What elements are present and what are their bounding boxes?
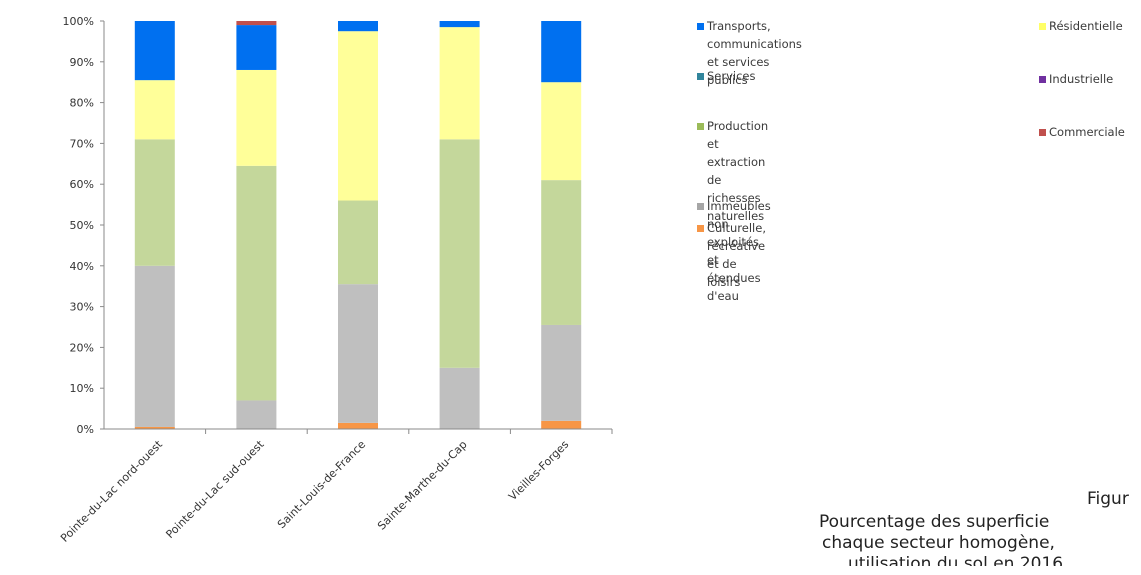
bar-segment — [134, 265, 175, 427]
legend-label-line: Production et extraction de richesses — [707, 119, 769, 205]
stacked-bar-chart: 0% 10% 20% 30% 40% 50% 60% 70% 80% 90% 100% Pointe-… — [58, 15, 613, 545]
caption-line-3: chaque secteur homogène, — [822, 533, 1055, 553]
caption-line-4: utilisation du sol en 2016 — [848, 554, 1064, 574]
legend-swatch — [697, 203, 704, 210]
legend-label-line: Culturelle, récréative et de loisirs — [707, 221, 766, 289]
bar-segment — [338, 422, 378, 429]
legend-label-line: d'eau — [707, 289, 739, 303]
x-tick-label: Pointe-du-Lac nord-ouest — [58, 437, 165, 544]
legend-label-line: Services — [707, 69, 756, 83]
bar-segment — [236, 21, 277, 26]
x-tick-label: Pointe-du-Lac sud-ouest — [163, 437, 267, 541]
legend-label: Services — [707, 67, 756, 85]
x-tick-label: Sainte-Marthe-du-Cap — [375, 438, 470, 533]
legend-label-line: naturelles — [707, 209, 765, 223]
bar-segment — [541, 82, 582, 181]
legend-item: Immeubles non exploités et étendues d'eau — [697, 197, 771, 305]
bar-segment — [439, 367, 480, 429]
legend-item: Production et extraction de richesses nat… — [697, 117, 768, 225]
y-tick-label: 30% — [70, 301, 94, 314]
legend-swatch — [1039, 76, 1046, 83]
legend-label: Production et extraction de richesses nat… — [707, 117, 768, 225]
bar-segment — [541, 420, 582, 429]
bar-segment — [134, 426, 175, 429]
caption-line-1: Figur — [1087, 489, 1129, 509]
legend-item: Transports, communications et services pu… — [697, 17, 802, 89]
bar-segment — [236, 165, 277, 401]
legend-item: Commerciale — [1039, 123, 1125, 141]
legend-label-line: publics — [707, 73, 748, 87]
legend-item: Services — [697, 67, 756, 85]
legend-swatch — [697, 23, 704, 30]
legend-label: Commerciale — [1049, 125, 1125, 139]
bar-segment — [134, 80, 175, 140]
bar-segment — [134, 139, 175, 266]
legend-label: Culturelle, récréative et de loisirs — [707, 219, 766, 291]
y-tick-label: 50% — [70, 219, 94, 232]
legend-swatch — [697, 123, 704, 130]
caption-line-2: Pourcentage des superficie — [819, 512, 1050, 532]
bar-segment — [338, 21, 378, 32]
legend-swatch — [1039, 23, 1046, 30]
legend-label-line: Transports, communications et services — [707, 19, 802, 69]
x-tick-label: Vieilles-Forges — [506, 438, 571, 503]
y-tick-label: 100% — [63, 15, 94, 28]
y-tick-label: 10% — [70, 382, 94, 395]
legend-swatch — [697, 73, 704, 80]
bar-segment — [338, 200, 378, 285]
bar-segment — [439, 27, 480, 140]
legend-item: Culturelle, récréative et de loisirs — [697, 219, 766, 291]
legend-label: Immeubles non exploités et étendues d'eau — [707, 197, 771, 305]
legend-label: Résidentielle — [1049, 19, 1123, 33]
bar-segment — [439, 21, 480, 28]
bar-segment — [541, 21, 582, 83]
legend-swatch — [697, 225, 704, 232]
bar-segment — [236, 400, 277, 429]
bar-segment — [236, 25, 277, 70]
legend-item: Industrielle — [1039, 70, 1113, 88]
bar-segment — [541, 180, 582, 325]
legend-item: Résidentielle — [1039, 17, 1123, 35]
x-tick-label: Saint-Louis-de-France — [275, 438, 368, 531]
legend-swatch — [1039, 129, 1046, 136]
bar-segment — [439, 139, 480, 368]
bar-segment — [338, 284, 378, 423]
y-tick-label: 70% — [70, 137, 94, 150]
bar-segment — [338, 31, 378, 201]
y-tick-label: 80% — [70, 97, 94, 110]
y-tick-label: 60% — [70, 178, 94, 191]
bar-segment — [134, 21, 175, 81]
bar-segment — [236, 69, 277, 166]
y-tick-label: 40% — [70, 260, 94, 273]
y-tick-label: 0% — [77, 423, 94, 436]
bar-segment — [541, 324, 582, 421]
y-tick-label: 20% — [70, 341, 94, 354]
legend-label-line: Immeubles non exploités et étendues — [707, 199, 771, 285]
y-tick-label: 90% — [70, 56, 94, 69]
legend-label: Industrielle — [1049, 72, 1114, 86]
legend-label: Transports, communications et services pu… — [707, 17, 802, 89]
